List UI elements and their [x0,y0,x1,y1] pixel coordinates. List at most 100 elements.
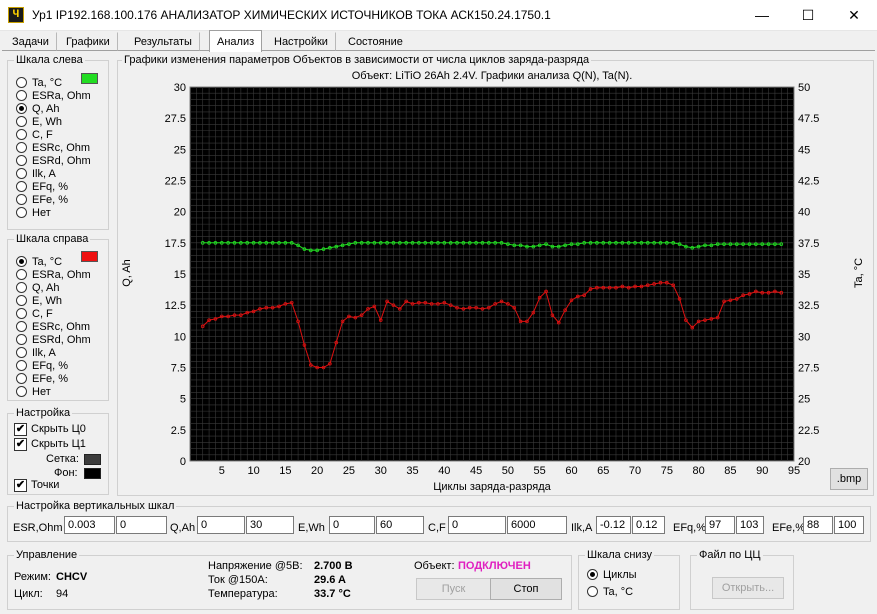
ilk-label: Ilk,A [571,522,593,534]
start-button[interactable]: Пуск [416,578,491,600]
close-button[interactable]: ✕ [848,7,860,23]
c-max-field[interactable]: 6000 [507,516,567,534]
bottom-scale-ta-radio[interactable]: Ta, °C [587,585,633,598]
data-point-right [576,294,580,299]
left_scale-option-10[interactable]: Нет [16,206,51,219]
right_scale-option-1[interactable]: ESRa, Ohm [16,268,91,281]
right_scale-option-0[interactable]: Ta, °C [16,255,62,268]
right_scale-option-9[interactable]: EFe, % [16,372,68,385]
efq-min-field[interactable]: 97 [705,516,735,534]
y-left-tick-label: 22.5 [165,176,186,188]
tab-bar: Задачи Графики Результаты Анализ Настрой… [2,30,875,52]
data-point-right [741,293,745,297]
save-bmp-button[interactable]: .bmp [830,468,868,490]
y-right-tick-label: 40 [798,207,810,219]
left_scale-option-5[interactable]: ESRc, Ohm [16,141,90,154]
e-max-field[interactable]: 60 [376,516,424,534]
data-point-right [506,302,510,306]
voltage-value: 2.700 В [314,560,353,572]
q-min-field[interactable]: 0 [197,516,245,534]
current-value: 29.6 A [314,574,347,586]
radio-icon [587,586,598,597]
right-scale-color-swatch[interactable] [81,251,98,262]
left-scale-color-swatch[interactable] [81,73,98,84]
data-point-right [455,305,459,310]
esr-max-field[interactable]: 0 [116,516,167,534]
q-label: Q,Ah [170,522,196,534]
efe-max-field[interactable]: 100 [834,516,864,534]
data-point-left [366,241,370,245]
tab-graphs[interactable]: Графики [58,32,118,51]
efe-min-field[interactable]: 88 [803,516,833,534]
data-point-left [715,242,720,246]
left_scale-option-6[interactable]: ESRd, Ohm [16,154,91,167]
series-line-right [202,282,782,368]
data-point-right [277,304,281,309]
data-point-right [556,320,561,325]
c-min-field[interactable]: 0 [448,516,506,534]
right_scale-option-4[interactable]: C, F [16,307,53,320]
data-point-left [474,241,478,245]
y-left-tick-label: 2.5 [171,425,186,437]
left_scale-option-3[interactable]: E, Wh [16,115,62,128]
left_scale-option-1[interactable]: ESRa, Ohm [16,89,91,102]
right_scale-option-2[interactable]: Q, Ah [16,281,60,294]
y-left-tick-label: 27.5 [165,113,186,125]
ilk-max-field[interactable]: 0.12 [632,516,665,534]
right-scale-title: Шкала справа [14,233,91,245]
hide-c1-checkbox[interactable]: ✔ Скрыть Ц1 [14,437,86,451]
data-point-left [652,241,656,245]
left_scale-option-7[interactable]: Ilk, A [16,167,56,180]
tab-tasks[interactable]: Задачи [4,32,57,51]
chart-group-title: Графики изменения параметров Объектов в … [122,54,592,66]
tab-status[interactable]: Состояние [348,36,403,48]
open-file-button[interactable]: Открыть... [712,577,784,599]
e-min-field[interactable]: 0 [329,516,375,534]
data-point-right [429,302,434,306]
q-max-field[interactable]: 30 [246,516,294,534]
data-point-left [696,244,701,249]
vertical-scales-title: Настройка вертикальных шкал [14,500,177,512]
left_scale-option-9[interactable]: EFe, % [16,193,68,206]
tab-analysis[interactable]: Анализ [209,30,263,52]
right_scale-option-10[interactable]: Нет [16,385,51,398]
data-point-right [633,284,637,289]
right_scale-option-6[interactable]: ESRd, Ohm [16,333,91,346]
data-point-right [512,305,517,310]
data-point-left [556,244,561,249]
data-point-right [467,305,472,310]
radio-icon [16,308,27,319]
data-point-right [391,303,396,307]
ilk-min-field[interactable]: -0.12 [596,516,631,534]
bg-color-swatch[interactable] [84,468,101,479]
stop-button[interactable]: Стоп [490,578,562,600]
maximize-button[interactable]: ☐ [801,7,815,23]
radio-icon [16,168,27,179]
points-checkbox[interactable]: ✔ Точки [14,478,60,492]
left_scale-option-2[interactable]: Q, Ah [16,102,60,115]
left_scale-option-0[interactable]: Ta, °C [16,76,62,89]
data-point-left [620,241,625,245]
data-point-left [760,242,765,246]
minimize-button[interactable]: — [755,7,769,23]
x-tick-label: 95 [788,465,800,477]
data-point-left [779,242,784,246]
hide-c0-checkbox[interactable]: ✔ Скрыть Ц0 [14,422,86,436]
right_scale-option-5[interactable]: ESRc, Ohm [16,320,90,333]
right_scale-option-8[interactable]: EFq, % [16,359,68,372]
left_scale-option-8[interactable]: EFq, % [16,180,68,193]
grid-color-swatch[interactable] [84,454,101,465]
right_scale-option-7[interactable]: Ilk, A [16,346,56,359]
tab-results[interactable]: Результаты [126,32,200,51]
efq-max-field[interactable]: 103 [736,516,764,534]
esr-min-field[interactable]: 0.003 [64,516,115,534]
x-axis-label: Циклы заряда-разряда [433,481,551,493]
left_scale-option-4[interactable]: C, F [16,128,53,141]
data-point-left [251,241,256,245]
tab-settings[interactable]: Настройки [266,32,336,51]
bottom-scale-cycles-radio[interactable]: Циклы [587,568,637,581]
right_scale-option-3[interactable]: E, Wh [16,294,62,307]
y-right-tick-label: 35 [798,269,810,281]
data-point-left [531,244,536,249]
data-point-left [378,241,383,245]
